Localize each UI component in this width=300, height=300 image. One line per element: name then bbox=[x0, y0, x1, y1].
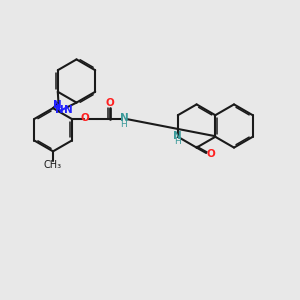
Text: N: N bbox=[52, 100, 61, 110]
Text: CH₃: CH₃ bbox=[44, 160, 62, 170]
Text: O: O bbox=[206, 149, 215, 160]
Text: N: N bbox=[120, 113, 128, 123]
Text: O: O bbox=[80, 113, 89, 123]
Text: H: H bbox=[121, 120, 127, 129]
Text: N: N bbox=[173, 131, 182, 141]
Text: N: N bbox=[64, 105, 73, 115]
Text: O: O bbox=[106, 98, 114, 108]
Text: H: H bbox=[174, 137, 181, 146]
Text: N: N bbox=[55, 105, 63, 115]
